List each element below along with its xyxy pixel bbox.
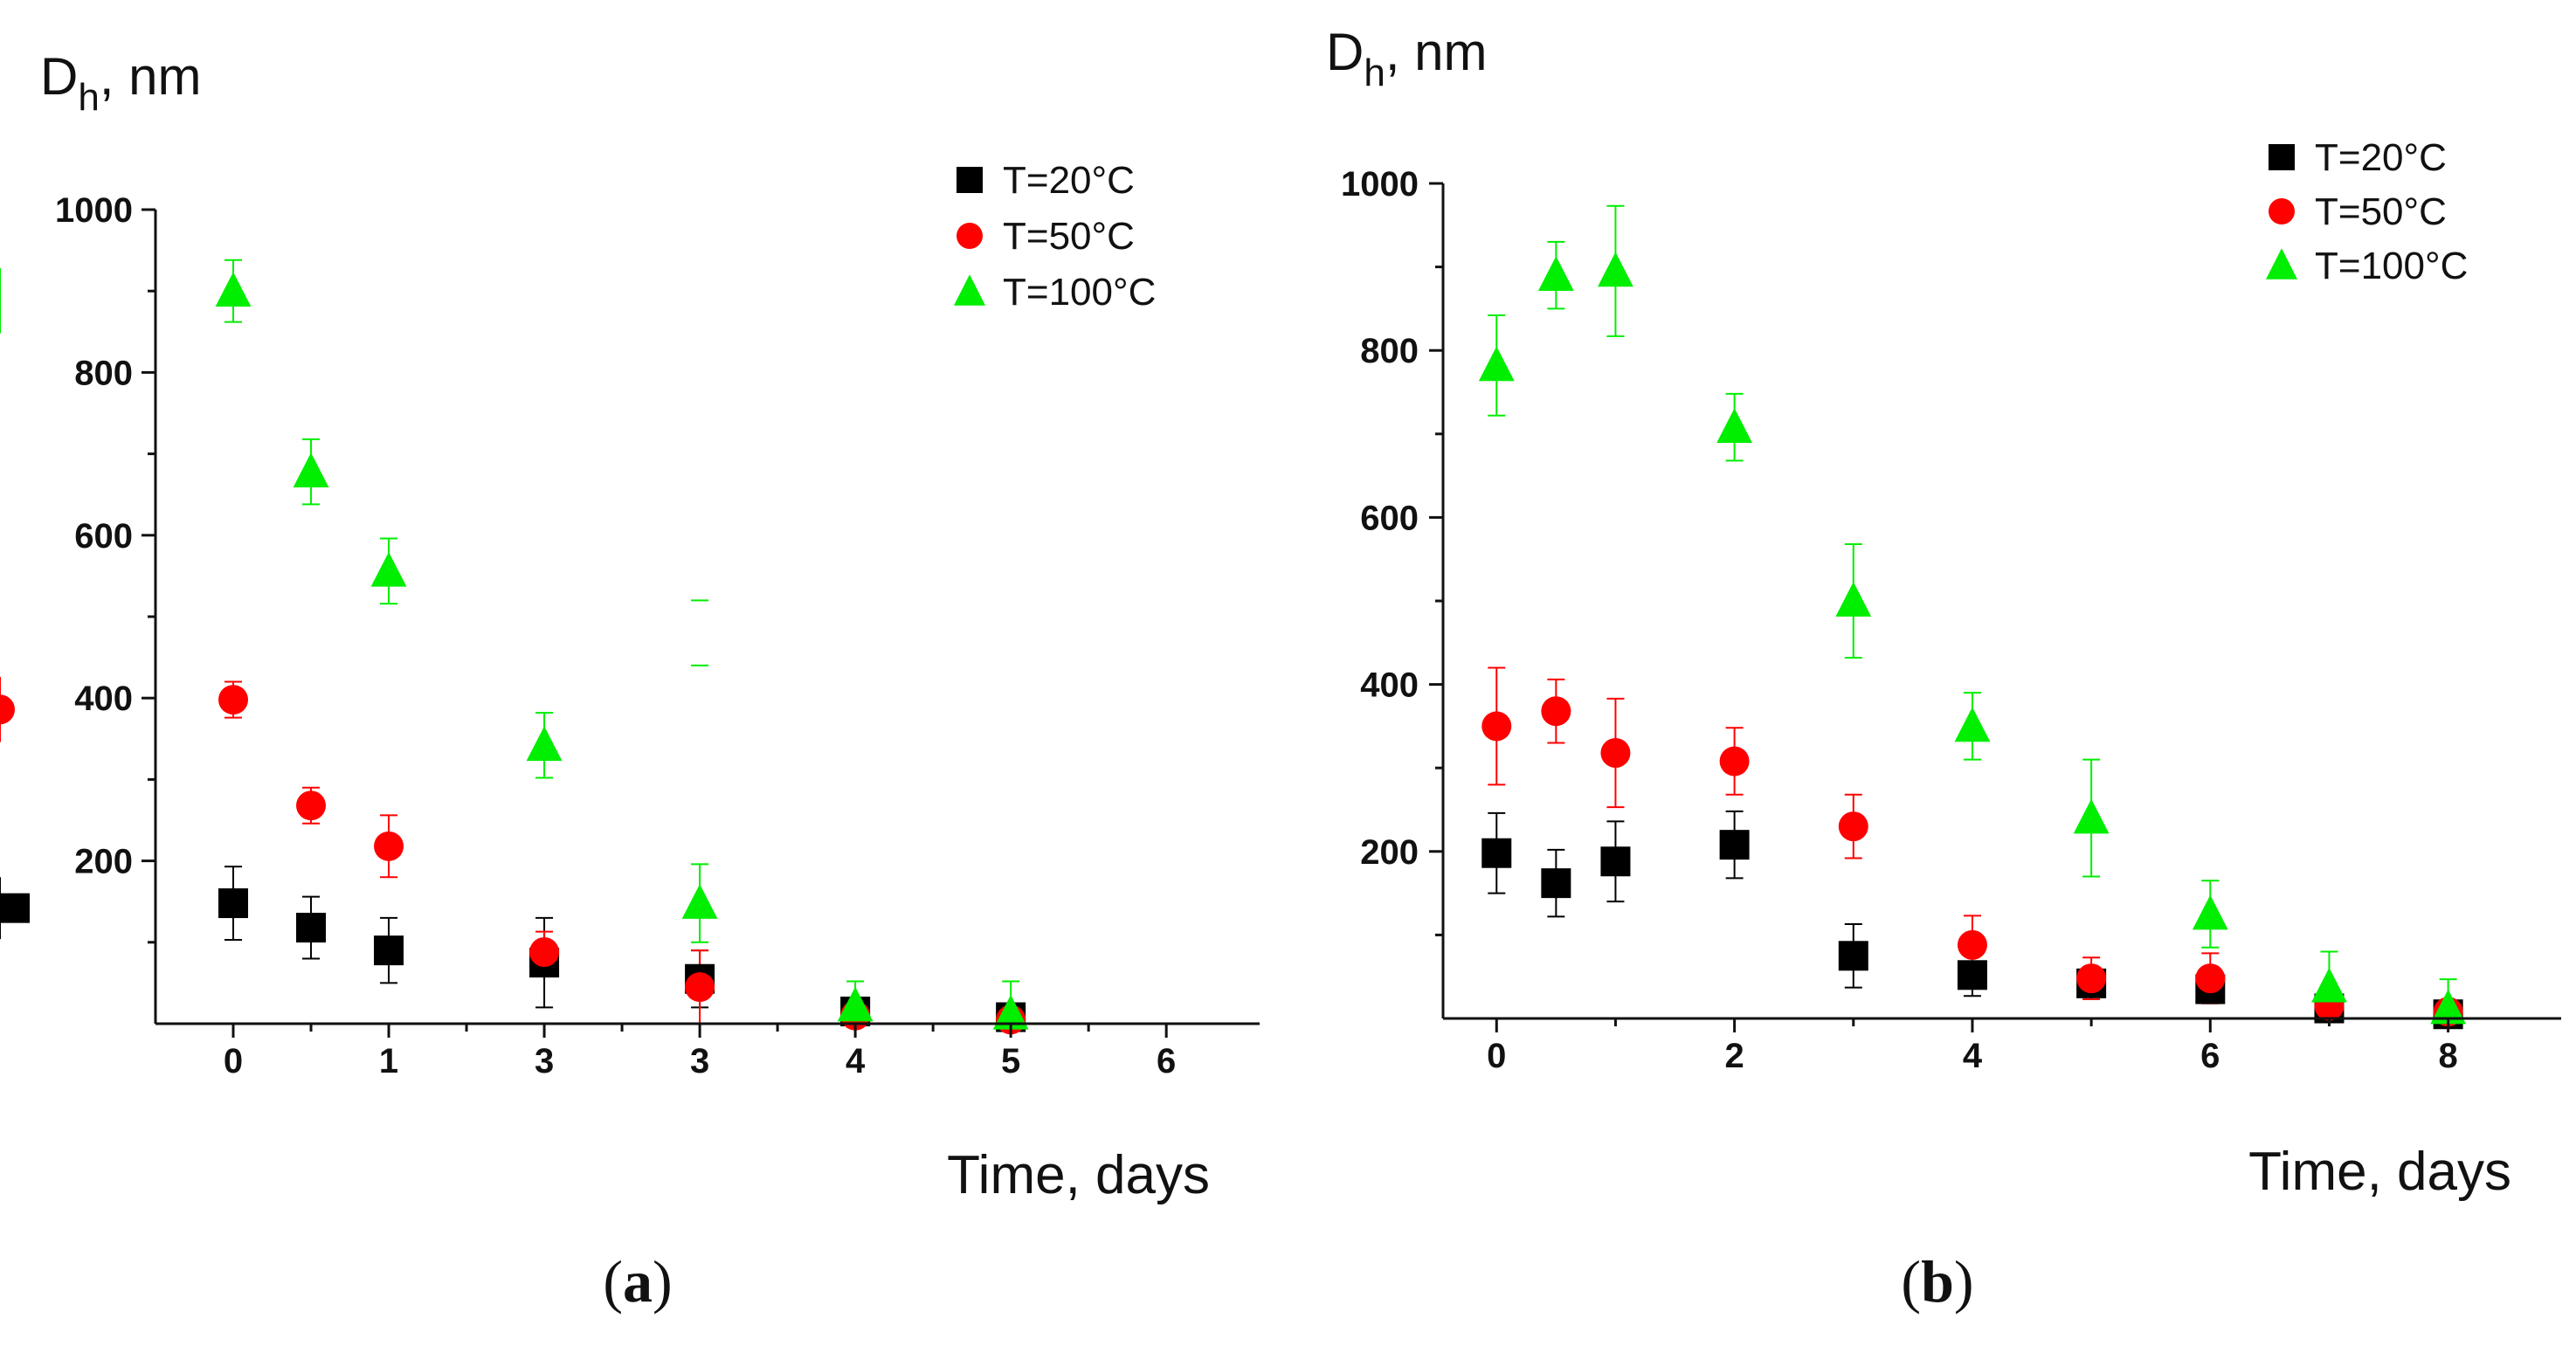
x-tick-label: 6 xyxy=(2200,1037,2220,1075)
y-tick-label: 200 xyxy=(1360,833,1419,872)
panel-label-a: (a) xyxy=(603,1248,672,1315)
data-point-square xyxy=(1838,941,1868,971)
data-point-circle xyxy=(1719,746,1750,777)
data-point-triangle xyxy=(1954,707,1991,742)
legend-label: T=100°C xyxy=(1003,271,1156,314)
y-tick-label: 600 xyxy=(1360,499,1419,537)
data-point-circle xyxy=(529,936,560,967)
x-tick-label: 4 xyxy=(846,1042,866,1080)
y-tick-label: 1000 xyxy=(1341,165,1419,204)
data-point-triangle xyxy=(215,272,252,307)
x-tick-label: 8 xyxy=(2439,1037,2458,1075)
data-point-triangle xyxy=(1537,256,1574,292)
data-point-triangle xyxy=(1716,408,1753,444)
legend-label: T=20°C xyxy=(1003,159,1135,202)
y-axis-label: Dh, nm xyxy=(40,47,202,119)
legend-label: T=20°C xyxy=(2315,136,2447,179)
data-point-circle xyxy=(1838,811,1868,842)
x-tick-label: 5 xyxy=(1001,1042,1020,1080)
x-tick-label: 0 xyxy=(224,1042,243,1080)
data-point-square xyxy=(1481,838,1512,868)
y-tick-label: 800 xyxy=(74,354,133,392)
data-point-circle xyxy=(0,694,15,725)
y-axis-label: Dh, nm xyxy=(1326,23,1488,94)
panel-label-b: (b) xyxy=(1901,1248,1973,1315)
data-point-triangle xyxy=(992,994,1029,1030)
data-point-triangle xyxy=(526,726,563,762)
legend-label: T=100°C xyxy=(2315,245,2468,287)
legend-marker xyxy=(957,167,983,193)
data-point-circle xyxy=(2195,963,2226,994)
y-tick-label: 400 xyxy=(1360,666,1419,705)
data-point-triangle xyxy=(2430,989,2467,1025)
y-tick-label: 400 xyxy=(74,680,133,718)
data-point-circle xyxy=(1541,696,1571,727)
data-point-circle xyxy=(1600,737,1631,768)
data-point-triangle xyxy=(293,452,329,487)
legend-marker xyxy=(2266,248,2297,280)
y-tick-label: 200 xyxy=(74,843,133,881)
legend-marker xyxy=(2269,198,2295,224)
data-point-triangle xyxy=(2311,967,2347,1003)
legend-label: T=50°C xyxy=(2315,190,2447,233)
data-point-triangle xyxy=(1598,252,1633,287)
x-tick-label: 3 xyxy=(690,1042,709,1080)
x-tick-label: 4 xyxy=(1963,1037,1983,1075)
data-point-circle xyxy=(1481,711,1512,742)
x-tick-label: 1 xyxy=(379,1042,398,1080)
data-point-triangle xyxy=(370,551,407,587)
data-point-circle xyxy=(296,790,327,821)
legend-marker xyxy=(954,274,985,306)
data-point-square xyxy=(218,888,249,919)
data-point-circle xyxy=(685,972,715,1003)
y-tick-label: 800 xyxy=(1360,332,1419,370)
data-point-square xyxy=(1957,960,1987,991)
legend-marker xyxy=(2269,144,2295,170)
legend: T=20°C T=50°C T=100°C xyxy=(2266,136,2468,287)
x-axis-label: Time, days xyxy=(2248,1142,2511,1202)
y-tick-label: 1000 xyxy=(55,191,133,230)
panel-a: Dh, nm 200 400 600 800 1000 0 1 3 3 4 5 6 T=20°C T=5… xyxy=(0,47,1260,1315)
data-point-triangle xyxy=(1478,346,1515,382)
legend-label: T=50°C xyxy=(1003,215,1135,258)
x-tick-label: 0 xyxy=(1487,1037,1506,1075)
data-point-square xyxy=(1600,846,1631,877)
data-point-square xyxy=(1719,830,1750,860)
legend: T=20°C T=50°C T=100°C xyxy=(954,159,1156,314)
x-tick-label: 6 xyxy=(1157,1042,1176,1080)
x-tick-label: 2 xyxy=(1724,1037,1744,1075)
data-point-circle xyxy=(2076,963,2107,994)
data-point-triangle xyxy=(837,986,874,1022)
data-point-circle xyxy=(374,831,404,861)
panel-b: Dh, nm 200 400 600 800 1000 0 2 4 6 8 T=20°C T=50°… xyxy=(1326,23,2561,1315)
data-point-triangle xyxy=(2073,798,2110,834)
data-point-square xyxy=(374,935,404,966)
data-point-triangle xyxy=(1835,582,1872,617)
x-tick-label: 3 xyxy=(535,1042,554,1080)
data-point-circle xyxy=(1957,929,1987,960)
y-tick-label: 600 xyxy=(74,517,133,556)
data-point-square xyxy=(1541,868,1571,899)
data-point-circle xyxy=(218,685,249,715)
data-point-triangle xyxy=(2192,894,2228,930)
data-point-triangle xyxy=(681,884,718,919)
data-point-square xyxy=(296,913,327,943)
x-axis-label: Time, days xyxy=(947,1145,1210,1205)
data-point-square xyxy=(0,893,30,923)
legend-marker xyxy=(957,223,983,249)
